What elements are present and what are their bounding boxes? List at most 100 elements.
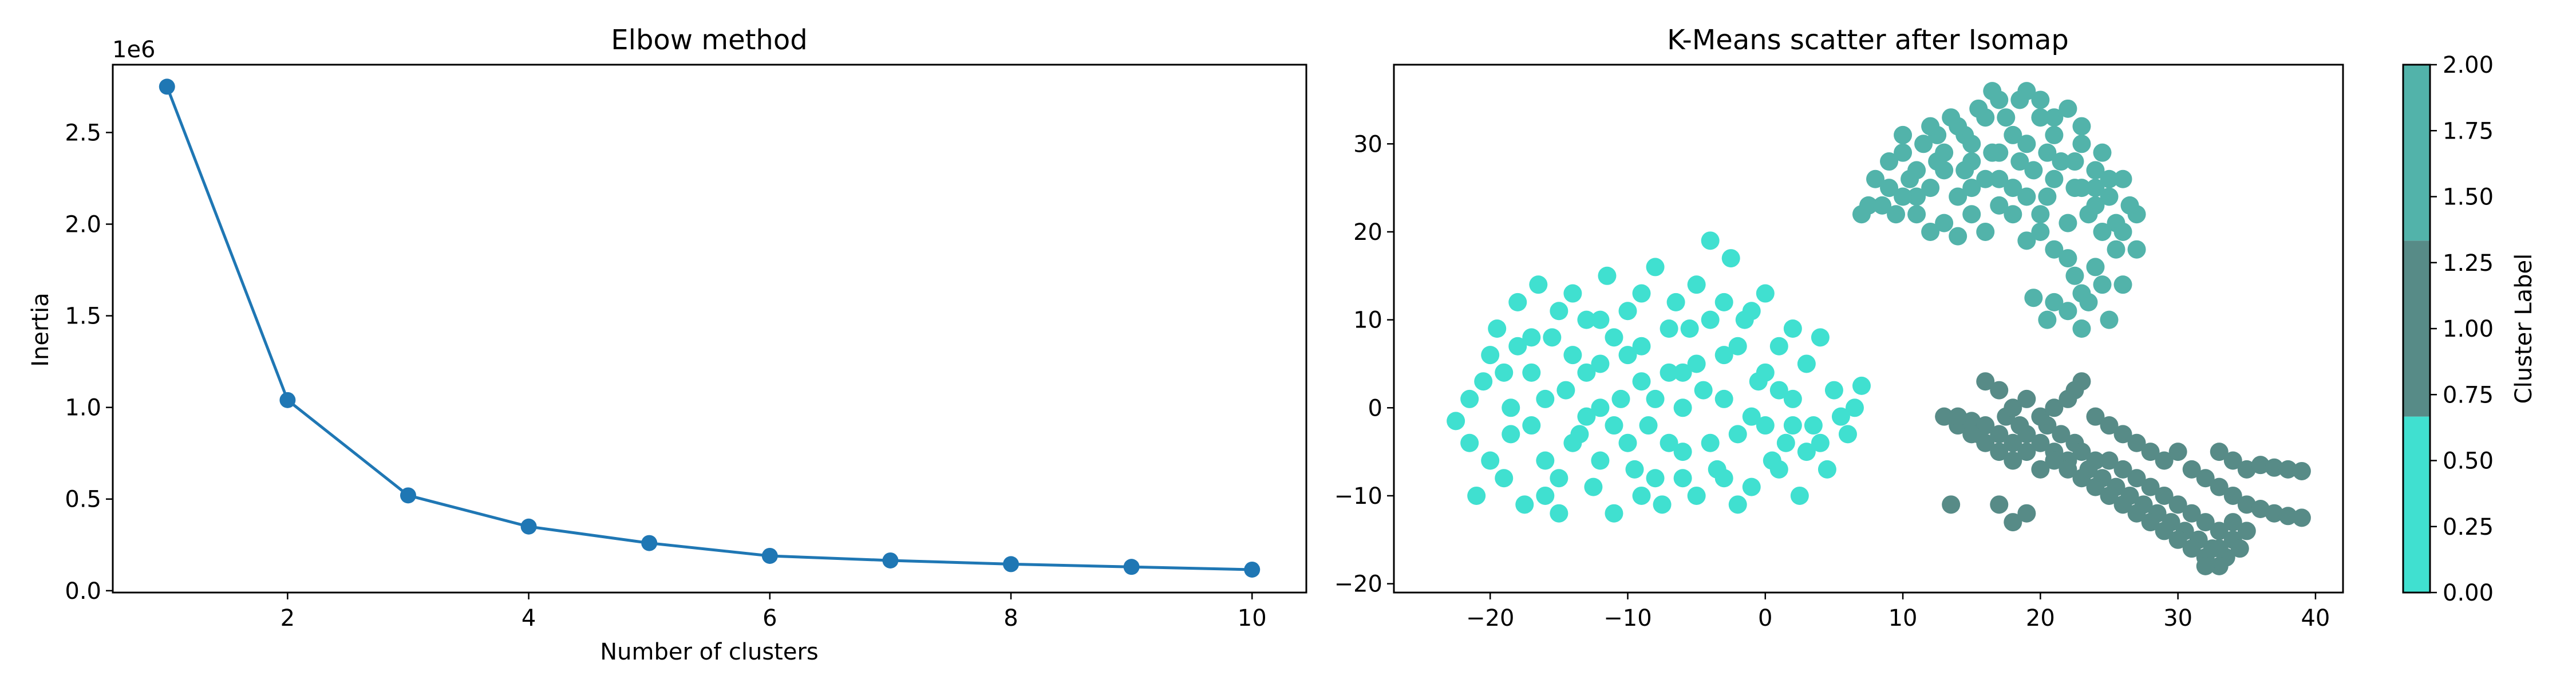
scatter-point xyxy=(2004,205,2022,224)
scatter-point xyxy=(1611,389,1630,408)
scatter-point xyxy=(2168,530,2187,549)
scatter-point xyxy=(1687,354,1706,373)
scatter-point xyxy=(2065,266,2084,285)
scatter-point xyxy=(2038,143,2057,162)
scatter-point xyxy=(1976,416,1995,435)
scatter-point xyxy=(2100,486,2119,505)
scatter-point xyxy=(1605,504,1623,523)
scatter-point xyxy=(1529,275,1548,294)
scatter-point xyxy=(2196,513,2215,532)
scatter-point xyxy=(1907,205,1926,224)
scatter-point xyxy=(2100,169,2119,188)
colorbar-band xyxy=(2403,416,2430,593)
scatter-point xyxy=(2100,451,2119,470)
scatter-point xyxy=(2086,407,2105,426)
scatter-point xyxy=(1460,389,1479,408)
scatter-point xyxy=(2045,293,2064,311)
scatter-point xyxy=(1783,416,1802,435)
scatter-point xyxy=(1907,161,1926,180)
scatter-point xyxy=(2031,433,2050,452)
scatter-point xyxy=(2210,522,2229,540)
elbow-y-label: Inertia xyxy=(27,293,54,367)
scatter-point xyxy=(2141,513,2160,532)
scatter-point xyxy=(2004,398,2022,417)
scatter-point xyxy=(2113,425,2132,444)
scatter-point xyxy=(2072,443,2091,461)
scatter-point xyxy=(2086,161,2105,180)
scatter-point xyxy=(1783,389,1802,408)
scatter-point xyxy=(1605,328,1623,347)
scatter-point xyxy=(2045,108,2064,127)
scatter-point xyxy=(1976,433,1995,452)
colorbar-tick-label: 2.00 xyxy=(2443,52,2494,78)
scatter-point xyxy=(1687,486,1706,505)
scatter-point xyxy=(2113,222,2132,241)
scatter-point xyxy=(1694,381,1713,400)
scatter-point xyxy=(2004,125,2022,144)
scatter-point xyxy=(1783,319,1802,338)
scatter-point xyxy=(1481,451,1500,470)
elbow-x-ticks: 2 4 6 8 10 xyxy=(280,593,1267,631)
scatter-point xyxy=(2059,460,2077,479)
scatter-point xyxy=(1673,443,1692,461)
scatter-point xyxy=(2127,433,2146,452)
scatter-point xyxy=(1447,412,1465,431)
scatter-point xyxy=(2210,556,2229,575)
elbow-x-tick-label: 4 xyxy=(521,605,536,631)
scatter-point xyxy=(2093,222,2112,241)
scatter-point xyxy=(1632,372,1651,391)
scatter-point xyxy=(1577,310,1596,329)
scatter-point xyxy=(1591,354,1610,373)
scatter-point xyxy=(1536,451,1555,470)
scatter-point xyxy=(1660,363,1678,382)
scatter-point xyxy=(1673,363,1692,382)
scatter-point xyxy=(1646,258,1665,277)
scatter-y-tick-label: 20 xyxy=(1353,219,1382,246)
elbow-point xyxy=(1244,561,1261,578)
scatter-point xyxy=(1605,416,1623,435)
scatter-point xyxy=(1474,372,1493,391)
scatter-point xyxy=(1536,486,1555,505)
scatter-point xyxy=(2065,381,2084,400)
scatter-point xyxy=(1962,135,1981,153)
scatter-point xyxy=(1907,187,1926,206)
scatter-point xyxy=(1990,381,2009,400)
scatter-point xyxy=(1894,125,1913,144)
scatter-point xyxy=(2031,407,2050,426)
elbow-point xyxy=(159,78,175,95)
scatter-point xyxy=(2113,169,2132,188)
scatter-point xyxy=(1756,416,1775,435)
scatter-point xyxy=(1660,319,1678,338)
scatter-point xyxy=(1955,161,1974,180)
scatter-point xyxy=(2127,504,2146,523)
scatter-point xyxy=(2265,458,2283,477)
scatter-point xyxy=(2113,460,2132,479)
scatter-point xyxy=(1591,398,1610,417)
scatter-point xyxy=(1591,310,1610,329)
scatter-point xyxy=(1646,389,1665,408)
scatter-point xyxy=(2065,152,2084,171)
elbow-y-tick-label: 0.5 xyxy=(65,487,101,513)
elbow-y-tick-label: 2.0 xyxy=(65,212,101,238)
scatter-point xyxy=(2010,152,2029,171)
elbow-series-line xyxy=(165,86,1253,571)
scatter-point xyxy=(2031,90,2050,109)
elbow-y-offset: 1e6 xyxy=(112,37,156,63)
scatter-y-tick-label: 10 xyxy=(1353,307,1382,334)
scatter-point xyxy=(2182,539,2201,558)
scatter-point xyxy=(2052,152,2071,171)
scatter-point xyxy=(1866,169,1885,188)
scatter-point xyxy=(2086,258,2105,277)
scatter-point xyxy=(1714,346,1733,365)
scatter-point xyxy=(1508,293,1527,311)
scatter-point xyxy=(1831,407,1850,426)
colorbar-tick-label: 0.50 xyxy=(2443,448,2494,475)
scatter-point xyxy=(1845,398,1864,417)
scatter-point xyxy=(2045,451,2064,470)
scatter-point xyxy=(1949,407,1967,426)
scatter-point xyxy=(2251,456,2270,475)
scatter-point xyxy=(2059,249,2077,268)
scatter-point xyxy=(1625,460,1644,479)
scatter-point xyxy=(1522,328,1541,347)
scatter-point xyxy=(1976,222,1995,241)
